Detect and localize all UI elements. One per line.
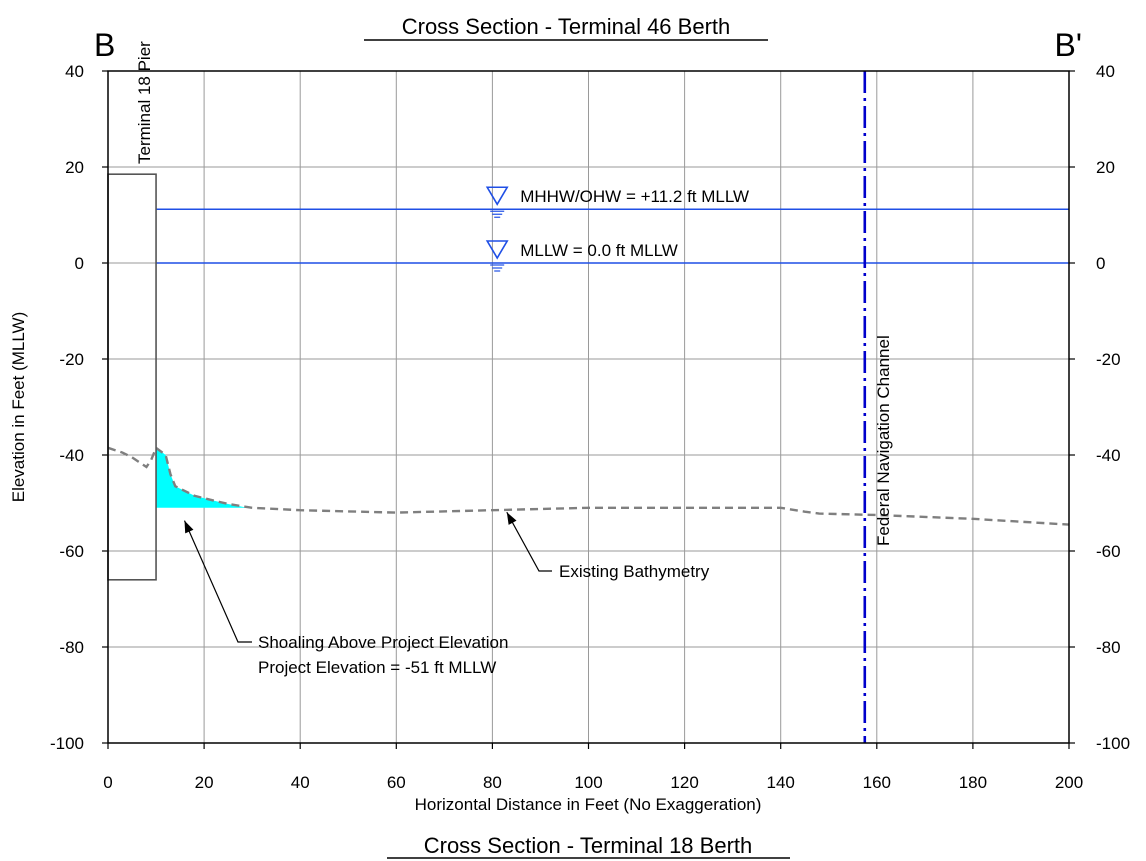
pier-outline — [107, 173, 157, 581]
y-tick-label-left: -80 — [59, 638, 84, 657]
bathymetry-line — [107, 445, 1070, 526]
y-tick-label-right: -100 — [1096, 734, 1130, 753]
x-tick-label: 120 — [670, 773, 698, 792]
chart-subtitle: Cross Section - Terminal 18 Berth — [424, 833, 753, 858]
x-tick-label: 180 — [959, 773, 987, 792]
bathymetry-annotation: Existing Bathymetry — [559, 562, 710, 581]
y-tick-label-left: 20 — [65, 158, 84, 177]
y-tick-label-left: 0 — [75, 254, 84, 273]
y-tick-labels: 40 40 20 20 0 0 -20 -20 -40 -40 -60 -60 -80 -80 -100 -1… — [50, 62, 1130, 753]
water-level-label: MHHW/OHW = +11.2 ft MLLW — [520, 187, 749, 206]
plot-frame — [107, 70, 1070, 744]
y-tick-label-left: -60 — [59, 542, 84, 561]
x-tick-label: 80 — [483, 773, 502, 792]
channel-label: Federal Navigation Channel — [874, 335, 893, 546]
y-tick-label-left: 40 — [65, 62, 84, 81]
water-level-label: MLLW = 0.0 ft MLLW — [520, 241, 678, 260]
x-axis-label: Horizontal Distance in Feet (No Exaggera… — [415, 795, 762, 814]
shoaling-layer — [156, 447, 248, 508]
water-levels: MHHW/OHW = +11.2 ft MLLW MLLW = 0.0 ft ML… — [156, 186, 1069, 272]
x-tick-label: 20 — [195, 773, 214, 792]
series-layer — [107, 445, 1070, 526]
y-tick-label-right: -20 — [1096, 350, 1121, 369]
x-tick-label: 200 — [1055, 773, 1083, 792]
y-tick-label-right: -80 — [1096, 638, 1121, 657]
bathymetry-leader-line — [506, 511, 552, 572]
x-tick-label: 100 — [574, 773, 602, 792]
leader-arrowhead — [506, 512, 517, 525]
shoaling-area — [156, 447, 248, 508]
x-tick-label: 0 — [103, 773, 112, 792]
channel-layer: Federal Navigation Channel — [863, 71, 893, 743]
y-tick-label-right: 0 — [1096, 254, 1105, 273]
y-tick-label-left: -40 — [59, 446, 84, 465]
y-tick-label-right: -60 — [1096, 542, 1121, 561]
y-tick-label-right: -40 — [1096, 446, 1121, 465]
y-tick-label-right: 20 — [1096, 158, 1115, 177]
pier-label: Terminal 18 Pier — [135, 41, 154, 164]
y-tick-label-right: 40 — [1096, 62, 1115, 81]
annotations: Existing Bathymetry Shoaling Above Projec… — [183, 511, 710, 677]
water-level-triangle-icon — [485, 186, 509, 206]
y-tick-label-left: -20 — [59, 350, 84, 369]
grid — [102, 70, 1075, 749]
project-elevation-annotation: Project Elevation = -51 ft MLLW — [258, 658, 496, 677]
water-level-triangle-icon — [485, 240, 509, 260]
y-axis-label: Elevation in Feet (MLLW) — [9, 312, 28, 503]
x-tick-label: 40 — [291, 773, 310, 792]
leader-arrowhead — [184, 520, 194, 534]
shoaling-leader-line — [183, 520, 252, 643]
x-tick-label: 160 — [863, 773, 891, 792]
shoaling-annotation: Shoaling Above Project Elevation — [258, 633, 508, 652]
x-tick-labels: 0 20 40 60 80 100 120 140 160 180 200 — [103, 773, 1083, 792]
x-tick-label: 60 — [387, 773, 406, 792]
y-tick-label-left: -100 — [50, 734, 84, 753]
pier-layer: Terminal 18 Pier — [107, 41, 157, 581]
section-end-label: B' — [1055, 27, 1082, 63]
x-tick-label: 140 — [767, 773, 795, 792]
section-start-label: B — [94, 27, 115, 63]
chart-title: Cross Section - Terminal 46 Berth — [402, 14, 731, 39]
